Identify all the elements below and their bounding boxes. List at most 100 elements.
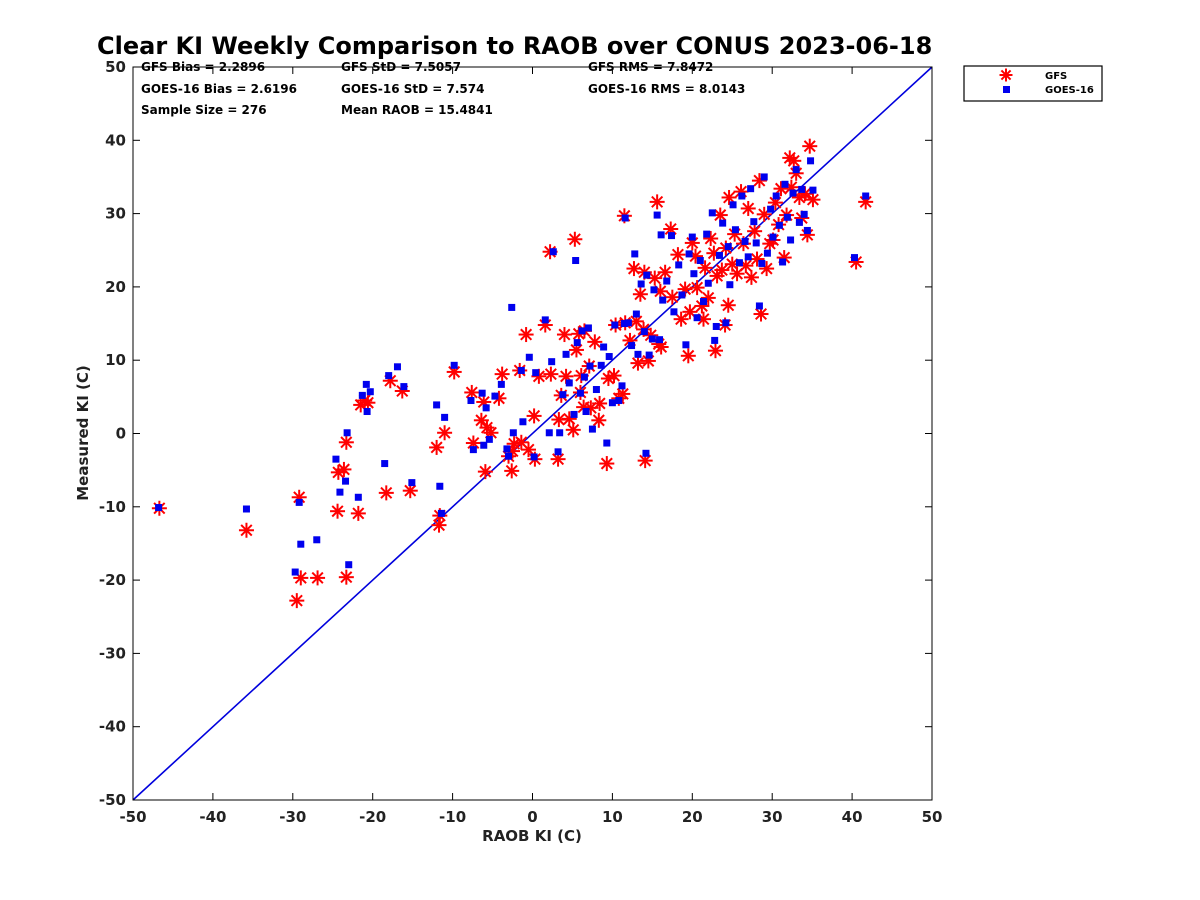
stat-text: GOES-16 StD = 7.574	[341, 82, 484, 96]
goes16-point	[576, 389, 584, 397]
goes16-point	[608, 399, 616, 407]
gfs-point	[338, 569, 354, 585]
gfs-point	[657, 264, 673, 280]
gfs-point	[682, 304, 698, 320]
goes16-point	[640, 328, 648, 336]
goes16-point	[729, 201, 737, 209]
stat-text: Mean RAOB = 15.4841	[341, 103, 493, 117]
y-tick-label: -30	[99, 644, 126, 662]
goes16-point	[530, 453, 538, 461]
goes16-point	[621, 214, 629, 222]
goes16-point	[343, 429, 351, 437]
goes16-point	[690, 270, 698, 278]
goes16-point	[781, 180, 789, 188]
goes16-point	[615, 397, 623, 405]
gfs-point	[805, 192, 821, 208]
goes16-point	[670, 308, 678, 316]
goes16-point	[747, 185, 755, 193]
gfs-point	[664, 289, 680, 305]
goes16-point	[678, 291, 686, 299]
gfs-point	[521, 442, 537, 458]
legend-goes16-label: GOES-16	[1045, 85, 1094, 96]
gfs-point	[543, 366, 559, 382]
goes16-point	[366, 388, 374, 396]
goes16-point	[436, 482, 444, 490]
goes16-point	[570, 410, 578, 418]
gfs-point	[336, 461, 352, 477]
y-tick-label: 30	[105, 205, 126, 223]
goes16-point	[752, 239, 760, 247]
goes16-point	[637, 280, 645, 288]
goes16-point	[565, 379, 573, 387]
gfs-point	[697, 260, 713, 276]
goes16-point	[758, 259, 766, 267]
gfs-point	[518, 327, 534, 343]
goes16-point	[525, 353, 533, 361]
y-tick-label: 20	[105, 278, 126, 296]
goes16-point	[508, 303, 516, 311]
gfs-point	[378, 485, 394, 501]
goes16-point	[572, 257, 580, 265]
goes16-point	[693, 314, 701, 322]
goes16-point	[803, 226, 811, 234]
y-axis-label: Measured KI (C)	[74, 365, 92, 501]
legend-gfs-label: GFS	[1045, 71, 1067, 82]
goes16-point	[482, 404, 490, 412]
gfs-point	[647, 270, 663, 286]
goes16-point	[578, 327, 586, 335]
goes16-point	[731, 226, 739, 234]
goes16-point	[505, 452, 513, 460]
x-tick-label: 30	[762, 808, 783, 826]
goes16-point	[469, 446, 477, 454]
stat-text: Sample Size = 276	[141, 103, 267, 117]
gfs-point	[567, 231, 583, 247]
goes16-point	[586, 362, 594, 370]
goes16-point	[605, 353, 613, 361]
goes16-point	[336, 488, 344, 496]
goes16-point	[800, 210, 808, 218]
goes16-point	[634, 350, 642, 358]
gfs-point	[350, 505, 366, 521]
gfs-point	[592, 395, 608, 411]
goes16-point	[532, 369, 540, 377]
x-tick-label: -30	[279, 808, 306, 826]
goes16-point	[592, 386, 600, 394]
gfs-point	[402, 483, 418, 499]
goes16-point	[580, 373, 588, 381]
goes16-point	[659, 296, 667, 304]
y-tick-label: -20	[99, 571, 126, 589]
goes16-point	[559, 391, 567, 399]
goes16-point	[332, 455, 340, 463]
goes16-point	[769, 233, 777, 241]
goes16-point	[645, 351, 653, 359]
legend-gfs-marker	[999, 68, 1013, 82]
goes16-point	[703, 230, 711, 238]
gfs-point	[743, 269, 759, 285]
gfs-point	[684, 235, 700, 251]
goes16-point	[772, 192, 780, 200]
goes16-point	[545, 429, 553, 437]
y-tick-label: 40	[105, 131, 126, 149]
gfs-point	[556, 327, 572, 343]
x-tick-label: 50	[922, 808, 943, 826]
y-tick-label: -50	[99, 791, 126, 809]
goes16-point	[631, 250, 639, 258]
x-tick-label: -10	[439, 808, 466, 826]
goes16-point	[362, 380, 370, 388]
legend-goes16-marker	[1003, 86, 1010, 93]
goes16-point	[715, 251, 723, 259]
goes16-point	[618, 382, 626, 390]
gfs-point	[689, 280, 705, 296]
goes16-point	[775, 221, 783, 229]
goes16-point	[675, 261, 683, 269]
y-tick-label: 0	[116, 425, 126, 443]
goes16-point	[441, 413, 449, 421]
goes16-point	[712, 322, 720, 330]
goes16-point	[783, 213, 791, 221]
goes16-point	[342, 477, 350, 485]
goes16-point	[648, 335, 656, 343]
goes16-point	[767, 205, 775, 213]
gfs-point	[707, 343, 723, 359]
goes16-point	[760, 173, 768, 181]
goes16-series	[155, 157, 870, 576]
